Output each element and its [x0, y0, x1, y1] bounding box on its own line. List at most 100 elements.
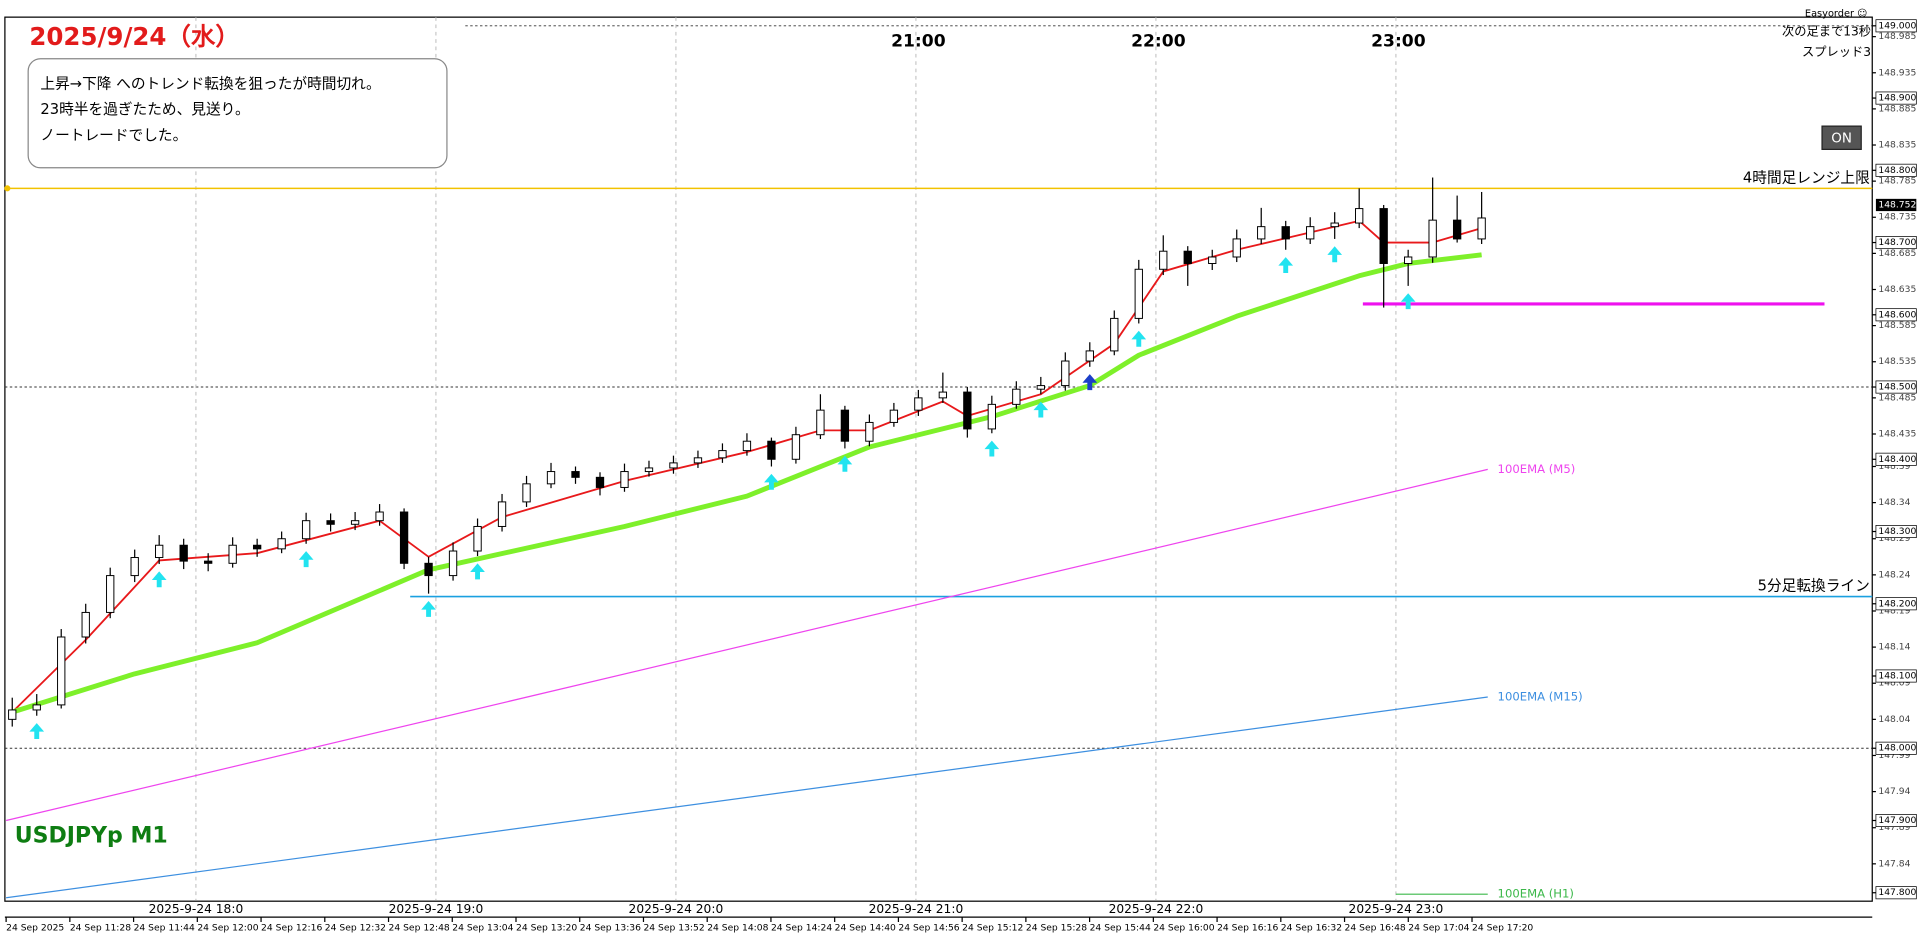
y-minor-label: 148.29	[1878, 533, 1910, 544]
x-tick-label: 24 Sep 15:12	[962, 923, 1023, 934]
separator-label: 2025-9-24 23:0	[1349, 902, 1444, 916]
signal-arrow	[298, 551, 314, 568]
signal-arrow	[151, 571, 167, 588]
candle-body	[228, 544, 237, 564]
candle-body	[1036, 385, 1045, 390]
candle-body	[1208, 256, 1217, 264]
signal-arrow	[984, 440, 1000, 457]
candle-body	[571, 471, 580, 478]
y-minor-label: 148.635	[1878, 284, 1916, 295]
y-minor-label: 148.585	[1878, 320, 1916, 331]
candle-body	[1404, 256, 1413, 264]
indicator-line	[11, 252, 1482, 715]
separator-label: 2025-9-24 19:0	[389, 902, 484, 916]
candle-body	[718, 450, 727, 459]
y-tick-label: 148.900	[1878, 93, 1916, 104]
candle-body	[1477, 217, 1486, 240]
x-tick-label: 24 Sep 17:04	[1408, 923, 1469, 934]
y-tick-box	[1875, 597, 1917, 611]
candle-body	[57, 636, 66, 706]
signal-arrow	[1400, 293, 1416, 310]
x-tick-label: 24 Sep 15:28	[1026, 923, 1087, 934]
y-tick-label: 147.800	[1878, 887, 1916, 898]
candle-body	[644, 467, 654, 473]
candle-body	[1134, 268, 1143, 319]
level-anchor	[4, 185, 11, 192]
candle-body	[350, 520, 360, 525]
y-tick-box	[1875, 886, 1917, 900]
y-tick-box	[1875, 380, 1917, 394]
y-tick-label: 148.800	[1878, 165, 1916, 176]
level-label: 5分足転換ライン	[1758, 578, 1870, 595]
candle-body	[767, 440, 776, 460]
signal-arrow	[1327, 246, 1343, 263]
y-tick-label: 149.000	[1878, 20, 1916, 31]
y-tick-box	[1875, 741, 1917, 755]
candle-body	[204, 560, 213, 564]
y-minor-label: 148.785	[1878, 176, 1916, 187]
candle-body	[1281, 226, 1290, 240]
signal-arrow	[421, 600, 436, 617]
y-tick-label: 148.700	[1878, 237, 1916, 248]
separator-label: 2025-9-24 22:0	[1109, 902, 1204, 916]
x-tick-label: 24 Sep 14:56	[898, 923, 959, 934]
signal-arrow	[29, 723, 45, 740]
candle-body	[889, 409, 899, 423]
indicator-line	[5, 468, 1488, 822]
signal-arrow	[1131, 330, 1147, 347]
candle-body	[595, 476, 605, 488]
candle-body	[473, 525, 482, 552]
axes: 2025-9-24 18:0 2025-9-24 19:0 2025-9-24 20…	[4, 19, 1917, 934]
current-price-box	[1875, 198, 1917, 212]
y-minor-label: 148.685	[1878, 248, 1916, 259]
x-tick-label: 24 Sep 14:08	[707, 923, 768, 934]
y-minor-label: 148.14	[1878, 642, 1910, 653]
x-tick-label: 24 Sep 12:00	[197, 923, 258, 934]
y-minor-label: 148.04	[1878, 714, 1910, 725]
date-title: 2025/9/24（水）	[29, 22, 239, 51]
brand: Easyorder ☺	[1805, 8, 1867, 19]
separator-label: 2025-9-24 18:0	[149, 902, 244, 916]
x-tick-label: 24 Sep 16:00	[1153, 923, 1214, 934]
overlays: 4時間足レンジ上限 5分足転換ライン 100EMA (M5) 100EMA (M15)…	[4, 170, 1873, 901]
y-minor-label: 147.84	[1878, 858, 1910, 869]
y-tick-label: 148.200	[1878, 598, 1916, 609]
x-tick-label: 24 Sep 14:24	[771, 923, 832, 934]
candle-body	[1379, 208, 1388, 264]
x-tick-label: 24 Sep 16:32	[1281, 923, 1342, 934]
candle-body	[546, 471, 556, 485]
x-tick-label: 24 Sep 11:44	[134, 923, 195, 934]
candle-body	[8, 709, 17, 720]
candle-body	[669, 462, 678, 469]
current-price-label: 148.752	[1878, 199, 1916, 210]
candle-body	[1452, 219, 1462, 240]
y-tick-box	[1875, 669, 1917, 683]
on-button-label[interactable]: ON	[1831, 131, 1852, 146]
candle-body	[987, 403, 996, 430]
y-minor-label: 148.935	[1878, 67, 1916, 78]
indicator-label: 100EMA (H1)	[1498, 887, 1574, 901]
y-tick-label: 147.900	[1878, 815, 1916, 826]
countdown: 次の足まで13秒	[1782, 24, 1871, 38]
candle-body	[130, 557, 139, 577]
indicator-label: 100EMA (M5)	[1498, 462, 1576, 476]
candle-body	[816, 409, 825, 436]
x-tick-label: 24 Sep 16:48	[1345, 923, 1406, 934]
x-tick-label: 24 Sep 17:20	[1472, 923, 1533, 934]
y-minor-label: 148.24	[1878, 569, 1910, 580]
candle-body	[252, 544, 262, 550]
indicator-line	[6, 696, 1488, 899]
spread: スプレッド3	[1802, 45, 1871, 59]
candle-body	[914, 397, 923, 411]
level-label: 4時間足レンジ上限	[1743, 170, 1870, 187]
y-minor-label: 148.19	[1878, 605, 1910, 616]
hour-label: 23:00	[1371, 32, 1426, 52]
candle-body	[865, 421, 874, 442]
y-tick-box	[1875, 525, 1917, 539]
y-minor-label: 148.34	[1878, 497, 1910, 508]
on-button[interactable]	[1821, 125, 1862, 150]
x-tick-label: 24 Sep 12:48	[389, 923, 450, 934]
candle-body	[1355, 208, 1364, 224]
y-tick-label: 148.400	[1878, 454, 1916, 465]
candle-body	[1232, 238, 1241, 258]
